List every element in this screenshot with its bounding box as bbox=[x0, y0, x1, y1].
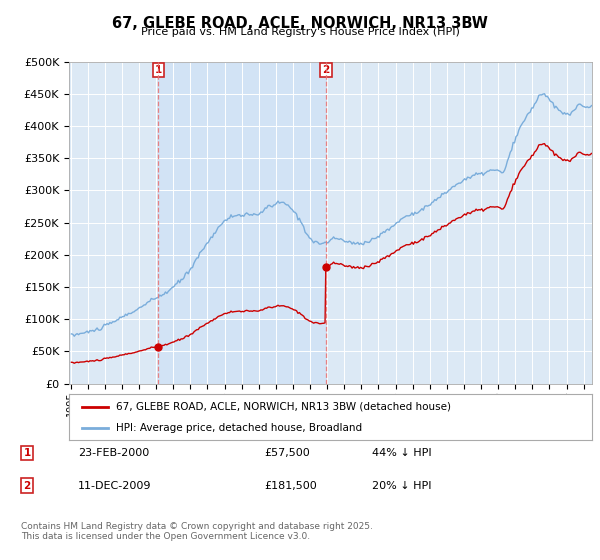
Text: 67, GLEBE ROAD, ACLE, NORWICH, NR13 3BW (detached house): 67, GLEBE ROAD, ACLE, NORWICH, NR13 3BW … bbox=[116, 402, 451, 412]
Text: 11-DEC-2009: 11-DEC-2009 bbox=[78, 480, 151, 491]
Text: 1: 1 bbox=[23, 448, 31, 458]
Text: 2: 2 bbox=[23, 480, 31, 491]
Text: 1: 1 bbox=[155, 65, 162, 75]
Text: £181,500: £181,500 bbox=[264, 480, 317, 491]
Text: 2: 2 bbox=[322, 65, 329, 75]
Text: 44% ↓ HPI: 44% ↓ HPI bbox=[372, 448, 431, 458]
Bar bbox=[158, 62, 326, 384]
Text: £57,500: £57,500 bbox=[264, 448, 310, 458]
Text: Price paid vs. HM Land Registry's House Price Index (HPI): Price paid vs. HM Land Registry's House … bbox=[140, 27, 460, 37]
Text: 23-FEB-2000: 23-FEB-2000 bbox=[78, 448, 149, 458]
Text: 20% ↓ HPI: 20% ↓ HPI bbox=[372, 480, 431, 491]
Text: HPI: Average price, detached house, Broadland: HPI: Average price, detached house, Broa… bbox=[116, 423, 362, 433]
Text: Contains HM Land Registry data © Crown copyright and database right 2025.
This d: Contains HM Land Registry data © Crown c… bbox=[21, 522, 373, 542]
Text: 67, GLEBE ROAD, ACLE, NORWICH, NR13 3BW: 67, GLEBE ROAD, ACLE, NORWICH, NR13 3BW bbox=[112, 16, 488, 31]
